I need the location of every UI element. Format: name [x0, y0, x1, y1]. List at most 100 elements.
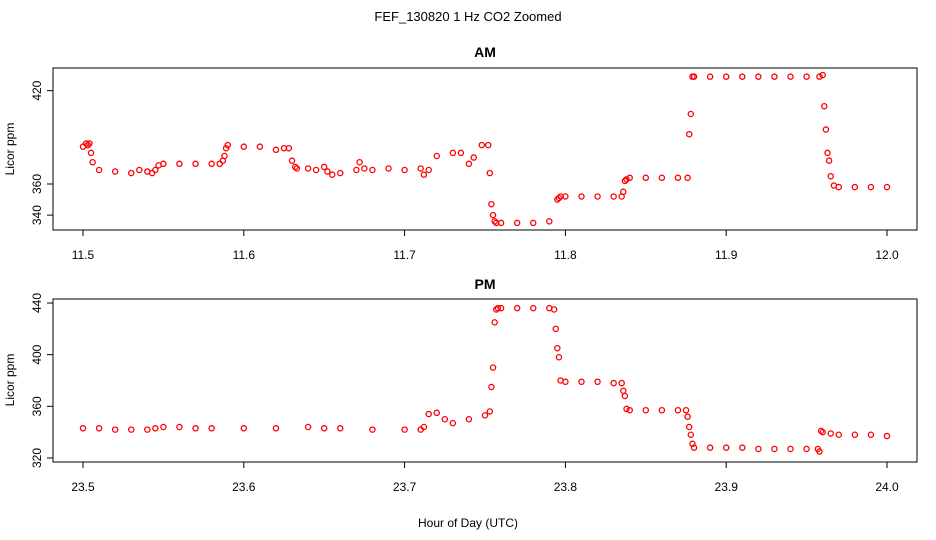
- am-data-point: [867, 183, 875, 191]
- pm-points: [79, 304, 891, 455]
- pm-data-point: [555, 353, 563, 361]
- pm-data-point: [835, 431, 843, 438]
- pm-data-point: [176, 423, 183, 431]
- am-data-point: [674, 174, 682, 182]
- pm-data-point: [816, 448, 823, 455]
- pm-data-point: [491, 319, 498, 326]
- pm-plot-frame: [52, 298, 918, 463]
- am-data-point: [292, 163, 299, 171]
- am-data-point: [84, 141, 92, 149]
- pm-data-point: [755, 445, 762, 453]
- pm-data-point: [689, 440, 696, 448]
- am-data-point: [819, 71, 826, 79]
- pm-data-point: [152, 425, 159, 432]
- pm-y-tick-label: 400: [30, 344, 44, 364]
- am-data-point: [827, 172, 834, 180]
- pm-data-point: [687, 431, 695, 438]
- am-data-point: [216, 160, 223, 168]
- pm-data-point: [685, 423, 693, 431]
- pm-data-point: [739, 444, 746, 451]
- pm-data-point: [827, 430, 834, 437]
- pm-data-point: [684, 413, 691, 420]
- am-data-point: [555, 194, 563, 202]
- pm-data-point: [621, 392, 629, 400]
- am-data-point: [835, 183, 843, 191]
- am-data-point: [771, 73, 778, 80]
- am-data-point: [425, 166, 432, 174]
- am-data-point: [176, 160, 183, 168]
- pm-data-point: [620, 387, 627, 395]
- pm-data-point: [550, 306, 558, 313]
- am-data-point: [486, 169, 494, 177]
- am-data-point: [192, 160, 199, 168]
- am-data-point: [465, 160, 473, 168]
- am-data-point: [824, 149, 831, 157]
- am-data-point: [221, 152, 228, 160]
- am-data-point: [684, 174, 691, 182]
- am-data-point: [111, 168, 119, 175]
- pm-x-tick-label: 23.9: [715, 480, 739, 494]
- am-data-point: [222, 144, 230, 152]
- am-y-tick-label: 420: [30, 80, 44, 100]
- am-data-point: [240, 143, 248, 150]
- am-panel-title: AM: [474, 44, 496, 60]
- am-data-point: [626, 174, 633, 182]
- am-data-point: [320, 163, 328, 171]
- pm-data-point: [682, 406, 690, 414]
- am-data-point: [324, 168, 331, 175]
- pm-data-point: [623, 405, 630, 413]
- am-data-point: [285, 144, 293, 152]
- am-data-point: [883, 183, 891, 191]
- am-data-point: [690, 73, 698, 80]
- pm-y-tick-label: 440: [30, 293, 44, 313]
- am-data-point: [658, 174, 666, 182]
- am-data-point: [546, 218, 553, 225]
- pm-data-point: [867, 431, 875, 438]
- pm-data-point: [722, 444, 730, 451]
- am-data-point: [152, 166, 159, 174]
- pm-data-point: [578, 378, 585, 386]
- pm-ticks: 23.5 23.6 23.7 23.8 23.9 24.0 320 360 400 440: [30, 293, 899, 494]
- am-data-point: [722, 73, 730, 80]
- am-y-axis-label: Licor ppm: [3, 123, 17, 176]
- am-data-point: [620, 188, 627, 196]
- pm-data-point: [488, 383, 495, 391]
- am-data-point: [449, 149, 457, 157]
- am-data-point: [256, 143, 264, 150]
- am-data-point: [420, 171, 428, 178]
- x-axis-label: Hour of Day (UTC): [418, 516, 518, 530]
- pm-data-point: [618, 379, 625, 387]
- am-data-point: [272, 146, 280, 154]
- pm-data-point: [552, 325, 560, 333]
- pm-data-point: [111, 426, 119, 433]
- pm-data-point: [465, 415, 473, 423]
- am-data-point: [825, 157, 833, 164]
- am-data-point: [739, 73, 746, 80]
- am-data-point: [787, 73, 794, 80]
- am-data-point: [816, 73, 823, 80]
- am-data-point: [401, 166, 408, 174]
- pm-y-tick-label: 320: [30, 448, 44, 468]
- am-data-point: [578, 193, 585, 200]
- am-ticks: 11.5 11.6 11.7 11.8 11.9 12.0 340 360 420: [30, 80, 899, 262]
- pm-data-point: [554, 344, 561, 352]
- am-data-point: [369, 166, 376, 174]
- am-data-point: [127, 169, 135, 177]
- am-data-point: [224, 141, 231, 149]
- am-data-point: [95, 166, 103, 174]
- am-data-point: [385, 165, 392, 172]
- am-data-point: [417, 165, 424, 172]
- am-points: [79, 71, 891, 227]
- pm-data-point: [690, 444, 698, 451]
- pm-data-point: [562, 378, 569, 386]
- pm-data-point: [95, 425, 103, 432]
- am-data-point: [513, 219, 521, 227]
- pm-panel: PM Licor ppm 23.5 23.6 23.7 23.8 23.9 24.0 320…: [3, 276, 918, 494]
- pm-data-point: [449, 419, 457, 427]
- am-data-point: [529, 219, 537, 227]
- pm-data-point: [192, 425, 199, 432]
- pm-x-tick-label: 23.6: [232, 480, 256, 494]
- am-data-point: [136, 166, 143, 174]
- am-data-point: [822, 126, 830, 133]
